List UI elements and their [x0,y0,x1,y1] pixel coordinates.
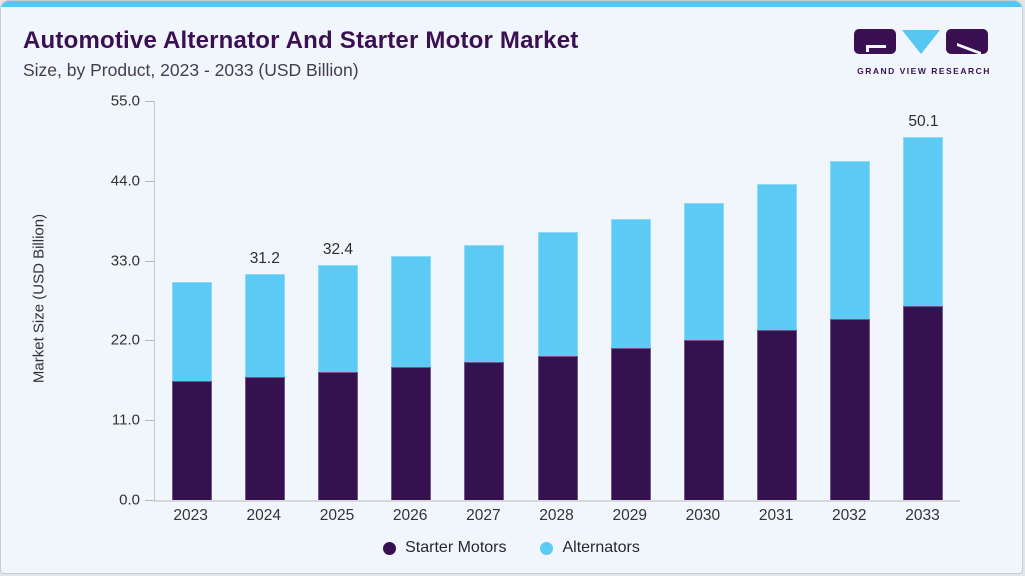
bar-stack-2032 [830,161,871,500]
bar-stack-2029 [610,218,651,500]
legend: Starter Motors Alternators [1,539,1022,557]
y-tick-mark-22.0 [145,340,154,342]
y-tick-label-22.0: 22.0 [110,331,140,349]
bar-segment-starter-motors-2032 [830,319,871,500]
x-tick-label-2026: 2026 [392,507,428,524]
y-tick-label-11.0: 11.0 [111,411,140,429]
grand-view-research-logo: GRAND VIEW RESEARCH [852,29,996,76]
top-accent-bar [1,1,1022,7]
bar-2029 [594,101,667,500]
bar-2032 [814,101,887,500]
bar-segment-alternators-2032 [830,161,871,320]
bar-segment-alternators-2031 [757,183,798,331]
y-tick-label-0.0: 0.0 [119,491,140,509]
page-subtitle: Size, by Product, 2023 - 2033 (USD Billi… [23,60,359,80]
bar-2033: 50.1 [887,101,960,500]
logo-r-mark [946,29,988,54]
bar-total-label-2033: 50.1 [908,112,939,130]
bar-stack-2027 [464,244,505,500]
bar-stack-2028 [537,232,578,500]
bar-stack-2025 [317,264,358,500]
bar-segment-starter-motors-2023 [171,381,212,500]
x-tick-label-2023: 2023 [173,507,208,524]
bar-2025: 32.4 [301,101,374,500]
bar-stack-2024 [244,273,285,500]
bar-stack-2033 [903,136,944,500]
y-axis-title: Market Size (USD Billion) [30,213,48,384]
bar-segment-alternators-2033 [903,136,944,307]
bar-2027 [448,101,521,500]
legend-item-starter-motors: Starter Motors [383,539,506,557]
bar-segment-starter-motors-2031 [757,330,798,500]
bar-stack-2031 [757,183,798,500]
bar-2030 [667,101,740,500]
logo-wordmark: GRAND VIEW RESEARCH [857,66,991,76]
bar-stack-2030 [683,202,724,500]
bar-segment-alternators-2027 [464,244,505,363]
bar-segment-alternators-2028 [537,232,578,356]
bar-segment-alternators-2025 [317,264,358,373]
x-tick-label-2027: 2027 [466,507,501,524]
legend-item-alternators: Alternators [540,539,640,557]
x-axis-labels: 2023 2024 2025 2026 2027 2028 2029 2030 2031 2032… [154,507,959,525]
alternators-swatch-icon [540,541,554,555]
bar-segment-alternators-2023 [171,281,212,382]
chart-header: Automotive Alternator And Starter Motor … [23,27,578,81]
x-tick-label-2025: 2025 [319,507,355,524]
y-tick-mark-0.0 [145,500,154,501]
bar-2024: 31.2 [228,101,301,500]
bar-stack-2023 [171,281,212,500]
bar-total-label-2025: 32.4 [322,240,354,258]
bars-container: 31.2 32.4 50.1 [155,101,960,500]
bar-segment-starter-motors-2026 [391,366,432,500]
x-tick-label-2028: 2028 [539,507,574,524]
bar-segment-starter-motors-2029 [610,348,651,500]
y-tick-label-55.0: 55.0 [110,92,140,110]
y-tick-mark-44.0 [145,180,154,182]
bar-2028 [521,101,594,500]
bar-2026 [375,101,448,500]
bar-2023 [155,101,228,500]
bar-2031 [741,101,814,500]
bar-segment-starter-motors-2027 [464,362,505,500]
x-tick-label-2033: 2033 [905,507,940,524]
bar-segment-starter-motors-2025 [317,372,358,500]
bar-segment-starter-motors-2028 [537,355,578,500]
bar-segment-starter-motors-2033 [903,306,944,500]
starter-motors-swatch-icon [383,541,397,555]
bar-segment-alternators-2030 [683,202,724,341]
bar-segment-alternators-2024 [244,273,285,377]
bar-segment-starter-motors-2024 [244,376,285,500]
x-tick-label-2024: 2024 [246,507,282,524]
bar-segment-alternators-2029 [610,218,651,349]
x-tick-label-2030: 2030 [685,507,721,524]
logo-g-mark [854,29,896,54]
bar-segment-starter-motors-2030 [683,340,724,500]
plot-area: 31.2 32.4 50.1 0.0 11.0 22.0 33.0 44.0 55.0 [111,93,960,509]
bar-segment-alternators-2026 [391,255,432,367]
x-tick-label-2031: 2031 [758,507,794,524]
y-tick-mark-11.0 [145,420,154,422]
y-tick-mark-55.0 [145,101,154,102]
x-tick-label-2032: 2032 [832,507,867,524]
logo-v-mark [902,30,940,54]
bar-total-label-2024: 31.2 [249,249,280,267]
y-tick-label-33.0: 33.0 [110,252,140,270]
gvr-logo-icon [854,29,988,55]
y-tick-label-44.0: 44.0 [110,172,140,190]
y-tick-mark-33.0 [145,260,154,262]
x-tick-label-2029: 2029 [612,507,647,524]
bar-stack-2026 [391,255,432,500]
page-title: Automotive Alternator And Starter Motor … [23,27,579,54]
